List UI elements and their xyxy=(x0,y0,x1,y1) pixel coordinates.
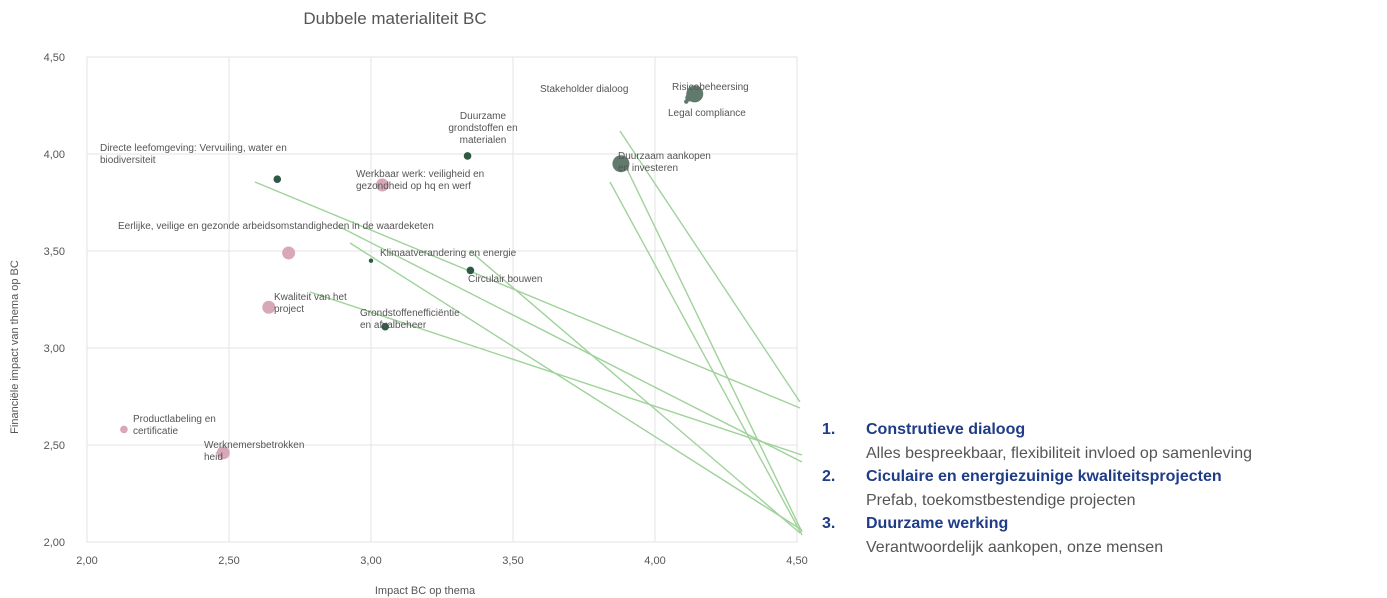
point-label: Circulair bouwen xyxy=(468,274,542,285)
connector-line xyxy=(609,181,803,536)
connector-line xyxy=(349,242,803,531)
connector-lines xyxy=(254,130,803,536)
point-label: Duurzame grondstoffen en materialen xyxy=(448,111,517,146)
x-tick-label: 2,00 xyxy=(76,555,97,567)
point-label: Legal compliance xyxy=(668,108,746,119)
connector-line xyxy=(469,250,801,534)
point-label-line: Duurzaam aankopen xyxy=(618,151,711,162)
point-label: Risicobeheersing xyxy=(672,82,749,93)
y-tick-label: 2,00 xyxy=(44,537,65,549)
point-label: Duurzaam aankopen en investeren xyxy=(618,151,711,174)
point-label-line: Risicobeheersing xyxy=(672,82,749,93)
data-points xyxy=(120,85,704,460)
point-label-line: grondstoffen en xyxy=(448,123,517,134)
y-axis-title: Financiële impact van thema op BC xyxy=(9,260,21,434)
data-point xyxy=(686,85,704,103)
point-label: Kwaliteit van het project xyxy=(274,292,347,315)
legend-heading: Ciculaire en energiezuinige kwaliteitspr… xyxy=(866,468,1222,485)
y-tick-label: 4,50 xyxy=(44,52,65,64)
point-label-line: Stakeholder dialoog xyxy=(540,84,628,95)
legend-description: Prefab, toekomstbestendige projecten xyxy=(866,491,1136,509)
data-point xyxy=(684,99,689,104)
point-label-line: Kwaliteit van het xyxy=(274,292,347,303)
point-label: Werknemersbetrokken heid xyxy=(204,440,304,463)
point-label-line: Directe leefomgeving: Vervuiling, water … xyxy=(100,143,287,154)
point-label-line: en investeren xyxy=(618,163,678,174)
legend-description: Alles bespreekbaar, flexibiliteit invloe… xyxy=(866,444,1252,462)
point-label: Klimaatverandering en energie xyxy=(380,248,517,259)
x-axis-title: Impact BC op thema xyxy=(375,585,476,597)
point-label-line: Klimaatverandering en energie xyxy=(380,248,517,259)
data-point xyxy=(273,175,282,184)
legend-number: 2. xyxy=(822,468,836,485)
point-label-line: Werkbaar werk: veiligheid en xyxy=(356,169,484,180)
data-point xyxy=(368,258,374,263)
legend-number: 1. xyxy=(822,421,836,438)
legend-item-3: 3. Duurzame werking Verantwoordelijk aan… xyxy=(822,512,1387,559)
y-tick-label: 3,00 xyxy=(44,343,65,355)
point-label: Werkbaar werk: veiligheid en gezondheid o… xyxy=(356,169,484,192)
point-label-line: Eerlijke, veilige en gezonde arbeidsomst… xyxy=(118,221,434,232)
x-tick-label: 3,00 xyxy=(360,555,381,567)
legend-item-2: 2. Ciculaire en energiezuinige kwaliteit… xyxy=(822,465,1387,512)
data-point xyxy=(381,322,390,331)
plot-frame xyxy=(86,56,798,543)
connector-line xyxy=(254,181,801,409)
point-label: Productlabeling en certificatie xyxy=(133,414,216,437)
data-point xyxy=(120,425,128,434)
tick-labels: 2,00 2,00 2,50 2,50 3,00 3,00 3,50 3,50 4,00 4,00… xyxy=(44,52,808,567)
legend-item-1: 1. Construtieve dialoog Alles bespreekba… xyxy=(822,418,1387,465)
data-point xyxy=(216,446,230,460)
point-labels: Kwaliteit van het project Eerlijke, veilig… xyxy=(100,82,749,463)
y-tick-label: 4,00 xyxy=(44,149,65,161)
connector-line xyxy=(337,225,803,463)
connector-line xyxy=(625,166,803,533)
point-label-line: Circulair bouwen xyxy=(468,274,542,285)
legend-number: 3. xyxy=(822,515,836,532)
data-point xyxy=(612,155,630,173)
point-label-line: Productlabeling en xyxy=(133,414,216,425)
x-tick-label: 4,50 xyxy=(786,555,807,567)
point-label-line: gezondheid op hq en werf xyxy=(356,181,471,192)
point-label: Grondstoffenefficiëntie en afvalbeheer xyxy=(360,308,460,331)
legend-description: Verantwoordelijk aankopen, onze mensen xyxy=(866,538,1164,556)
point-label-line: certificatie xyxy=(133,426,178,437)
x-tick-label: 3,50 xyxy=(502,555,523,567)
point-label-line: heid xyxy=(204,452,223,463)
point-label-line: Duurzame xyxy=(460,111,507,122)
data-point xyxy=(262,300,276,314)
strategy-legend: 1. Construtieve dialoog Alles bespreekba… xyxy=(822,418,1387,559)
point-label: Eerlijke, veilige en gezonde arbeidsomst… xyxy=(118,221,434,232)
point-label-line: project xyxy=(274,304,304,315)
data-point xyxy=(466,266,475,275)
point-label: Stakeholder dialoog xyxy=(540,84,628,95)
data-point xyxy=(282,246,296,260)
data-point xyxy=(463,152,472,160)
point-label-line: en afvalbeheer xyxy=(360,320,427,331)
data-point xyxy=(375,178,389,192)
x-tick-label: 2,50 xyxy=(218,555,239,567)
grid xyxy=(86,56,798,543)
point-label-line: materialen xyxy=(460,135,507,146)
point-label: Directe leefomgeving: Vervuiling, water … xyxy=(100,143,287,166)
point-label-line: Grondstoffenefficiëntie xyxy=(360,308,460,319)
y-tick-label: 3,50 xyxy=(44,246,65,258)
point-label-line: biodiversiteit xyxy=(100,155,156,166)
point-label-line: Werknemersbetrokken xyxy=(204,440,304,451)
point-label-line: Legal compliance xyxy=(668,108,746,119)
x-tick-label: 4,00 xyxy=(644,555,665,567)
legend-heading: Duurzame werking xyxy=(866,515,1009,532)
y-tick-label: 2,50 xyxy=(44,440,65,452)
chart-title: Dubbele materialiteit BC xyxy=(303,9,486,28)
connector-line xyxy=(619,130,801,403)
legend-heading: Construtieve dialoog xyxy=(866,421,1026,438)
